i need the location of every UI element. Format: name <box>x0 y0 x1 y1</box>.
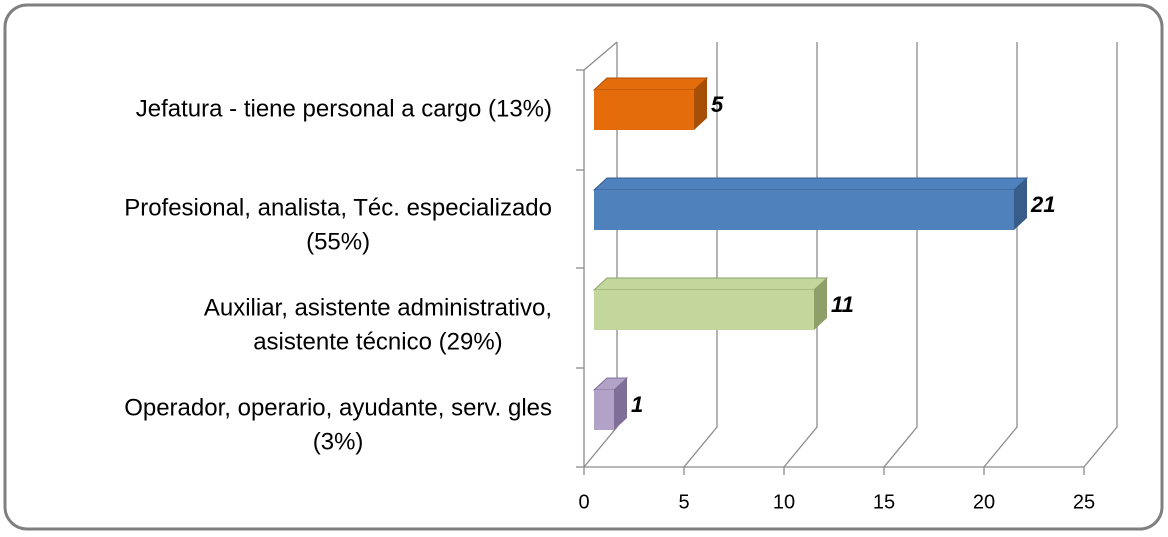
bar-side <box>694 78 707 130</box>
bar <box>594 290 814 330</box>
bar <box>594 390 614 430</box>
x-tick-label: 15 <box>873 491 895 513</box>
bars <box>592 77 1029 430</box>
bar <box>594 190 1014 230</box>
left-wall-top <box>583 41 618 71</box>
value-label: 1 <box>631 392 643 417</box>
category-label: Operador, operario, ayudante, serv. gles <box>124 394 552 421</box>
value-label: 5 <box>711 92 724 117</box>
x-tick-label: 10 <box>773 491 795 513</box>
bar-top <box>592 77 709 91</box>
x-tick-label: 5 <box>678 491 689 513</box>
grid <box>576 41 1118 475</box>
grid-line <box>883 42 918 468</box>
category-label: Jefatura - tiene personal a cargo (13%) <box>136 95 552 122</box>
bar-top <box>592 177 1029 191</box>
grid-line <box>983 42 1018 468</box>
bar-side <box>814 278 827 330</box>
x-tick-label: 20 <box>973 491 995 513</box>
value-label: 21 <box>1030 192 1055 217</box>
bar-side <box>1014 178 1027 230</box>
category-label: Profesional, analista, Téc. especializad… <box>124 194 552 221</box>
x-tick-label: 0 <box>578 491 589 513</box>
grid-line <box>683 42 718 468</box>
category-label: (3%) <box>313 428 364 455</box>
category-label: asistente técnico (29%) <box>253 328 502 355</box>
bar-top <box>592 277 829 291</box>
value-label: 11 <box>831 292 854 317</box>
category-label: (55%) <box>306 228 370 255</box>
category-label: Auxiliar, asistente administrativo, <box>204 294 552 321</box>
grid-line <box>783 42 818 468</box>
bar <box>594 90 694 130</box>
x-tick-label: 25 <box>1073 491 1095 513</box>
bar-side <box>614 378 627 430</box>
labels: 0 5 10 15 20 25 5 Jefatura - tiene personal a c… <box>124 92 1095 513</box>
grid-line <box>1083 42 1118 468</box>
